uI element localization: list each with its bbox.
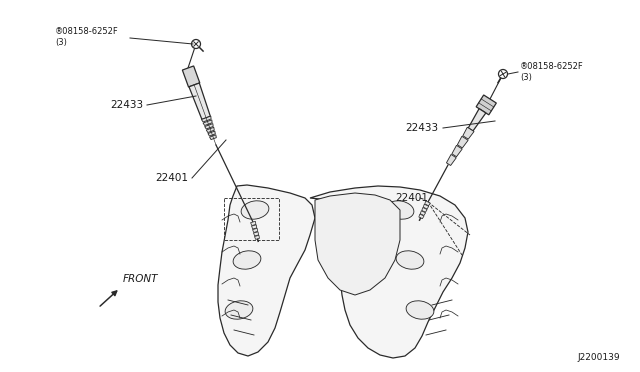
Circle shape [191,39,200,48]
Polygon shape [476,95,497,115]
Polygon shape [452,145,462,157]
Polygon shape [202,116,211,122]
Ellipse shape [225,301,253,319]
Circle shape [499,70,508,78]
Polygon shape [251,221,256,225]
Ellipse shape [241,201,269,219]
Text: 22433: 22433 [110,100,143,110]
Polygon shape [425,201,430,206]
Polygon shape [255,235,259,240]
Polygon shape [253,232,259,236]
Polygon shape [218,185,315,356]
Polygon shape [206,127,214,132]
Polygon shape [252,225,257,229]
Text: FRONT: FRONT [123,274,159,284]
Text: ®08158-6252F
(3): ®08158-6252F (3) [55,27,119,47]
Bar [224,198,279,240]
Polygon shape [203,120,212,125]
Polygon shape [189,83,211,119]
Polygon shape [208,131,215,136]
Text: J2200139: J2200139 [577,353,620,362]
Text: 22401: 22401 [395,193,428,203]
Ellipse shape [233,251,261,269]
Polygon shape [423,204,429,209]
Polygon shape [420,211,426,215]
Polygon shape [463,127,474,139]
Text: ®08158-6252F
(3): ®08158-6252F (3) [520,62,584,82]
Text: 22401: 22401 [155,173,188,183]
Polygon shape [253,228,258,232]
Polygon shape [182,66,200,87]
Polygon shape [205,124,213,129]
Polygon shape [315,193,400,295]
Polygon shape [419,214,424,219]
Polygon shape [209,135,216,140]
Ellipse shape [406,301,434,319]
Ellipse shape [396,251,424,269]
Polygon shape [458,136,468,148]
Polygon shape [422,208,427,212]
Polygon shape [447,154,456,166]
Polygon shape [310,186,468,358]
Polygon shape [468,109,486,131]
Text: 22433: 22433 [405,123,438,133]
Ellipse shape [386,201,414,219]
